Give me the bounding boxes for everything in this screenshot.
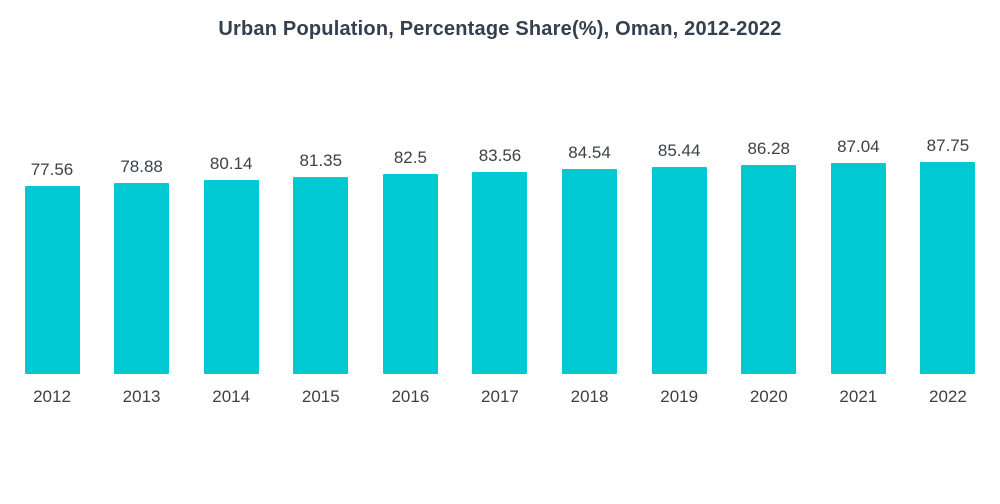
bar-column: 82.5 2016 <box>374 147 446 408</box>
bar-value-label: 87.04 <box>837 137 880 156</box>
bar-value-label: 87.75 <box>926 136 970 155</box>
bar-year-label: 2018 <box>570 387 609 406</box>
bar-column: 86.28 2020 <box>733 138 805 408</box>
bar-value-label: 85.44 <box>657 141 701 160</box>
bar-year-label: 2019 <box>660 387 699 406</box>
bar-year-label: 2022 <box>929 387 967 406</box>
bar-column: 80.14 2014 <box>195 153 267 408</box>
bar-column: 78.88 2013 <box>106 156 178 408</box>
bar-column: 81.35 2015 <box>285 150 357 408</box>
bar-year-label: 2021 <box>839 387 878 406</box>
bar-value-label: 83.56 <box>478 146 522 165</box>
bar <box>24 186 80 374</box>
bar-year-label: 2016 <box>391 387 430 406</box>
bar-value-label: 77.56 <box>30 160 74 179</box>
bars: 77.56 2012 78.88 2013 80.14 2014 81.35 2… <box>16 112 984 408</box>
bar-column: 77.56 2012 <box>16 159 88 408</box>
bar-year-label: 2017 <box>481 387 519 406</box>
bar-column: 87.04 2021 <box>822 136 894 408</box>
bar <box>382 174 438 374</box>
bar <box>203 180 259 374</box>
bar-year-label: 2015 <box>301 387 340 406</box>
bar-value-label: 81.35 <box>299 151 343 170</box>
bar-column: 87.75 2022 <box>912 135 984 408</box>
bar <box>741 165 797 374</box>
bar <box>293 177 349 374</box>
chart-title: Urban Population, Percentage Share(%), O… <box>218 18 782 40</box>
bar-value-label: 84.54 <box>568 143 611 162</box>
bar <box>651 167 707 374</box>
bar-column: 84.54 2018 <box>554 142 626 408</box>
bar-year-label: 2014 <box>212 387 251 406</box>
bar-value-label: 78.88 <box>120 157 163 176</box>
bar-year-label: 2012 <box>33 387 71 406</box>
bar-column: 85.44 2019 <box>643 140 715 408</box>
bar-value-label: 86.28 <box>747 139 791 158</box>
bar-year-label: 2013 <box>122 387 161 406</box>
bar <box>114 183 170 374</box>
bar <box>830 163 886 374</box>
bar-value-label: 80.14 <box>209 154 253 173</box>
bar <box>920 162 976 374</box>
bar-year-label: 2020 <box>749 387 788 406</box>
bar-column: 83.56 2017 <box>464 145 536 408</box>
bar <box>562 169 618 374</box>
bar <box>472 172 528 374</box>
bar-value-label: 82.5 <box>393 148 427 167</box>
